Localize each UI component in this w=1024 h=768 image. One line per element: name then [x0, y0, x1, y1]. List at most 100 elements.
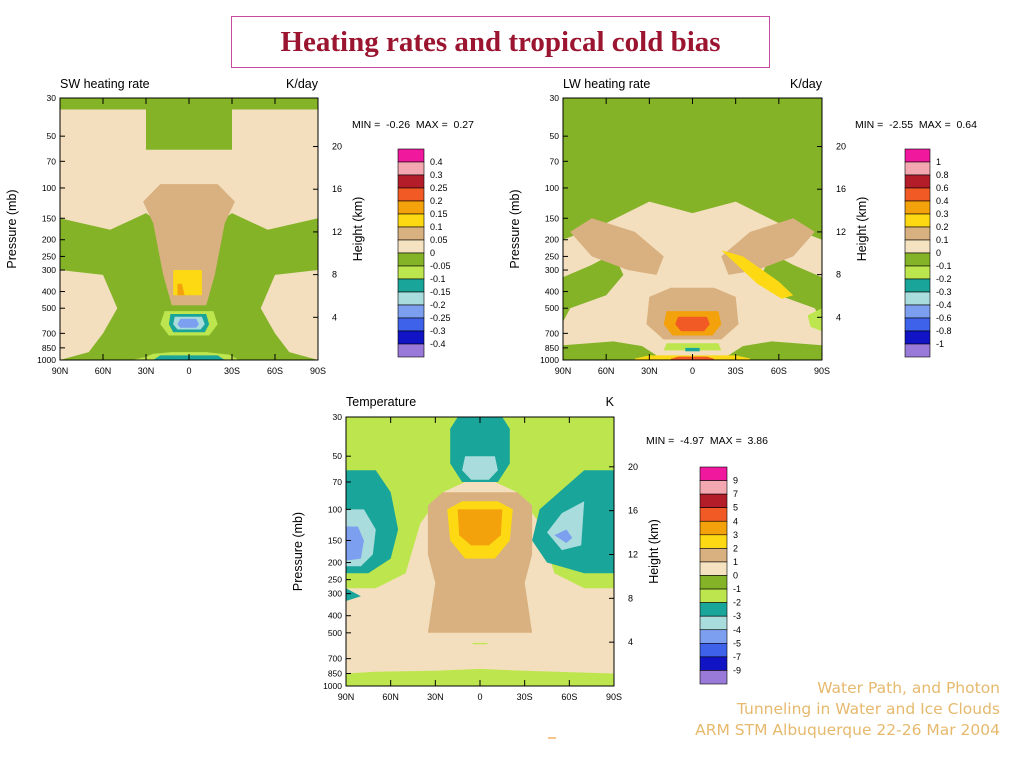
temp-contour-11 [457, 509, 503, 546]
sw-chart-title: SW heating rate [60, 77, 150, 91]
temperature-chart: Temperature K 90N 60N 30N 0 30S 60S 90S 30 50 70 100… [284, 388, 814, 718]
sw-xtick-label: 60N [95, 366, 112, 376]
sw-colorbar-swatch [397, 174, 425, 189]
temp-xtick-label: 60S [561, 692, 577, 702]
sw-ytick-label: 200 [42, 235, 56, 245]
temp-ytick-label: 850 [328, 669, 342, 679]
temp-units-label: K [606, 395, 615, 409]
lw-min-max-text: MIN = -2.55 MAX = 0.64 [855, 119, 977, 131]
lw-right-tick-label: 20 [836, 142, 846, 152]
sw-right-tick-label: 20 [332, 142, 342, 152]
lw-colorbar-label: -0.3 [936, 287, 952, 297]
lw-contour-4 [721, 341, 822, 360]
temp-ytick-label: 300 [328, 589, 342, 599]
lw-xtick-label: 0 [690, 366, 695, 376]
lw-contour-8 [721, 250, 794, 299]
lw-contour-0 [563, 98, 822, 240]
sw-heating-rate-svg: SW heating rate K/day 90N 60N 30N 0 30S 60S 90S 3… [5, 77, 474, 376]
lw-contour-12 [685, 347, 700, 352]
lw-colorbar-label: 0.4 [936, 196, 949, 206]
lw-ytick-label: 50 [550, 131, 560, 141]
sw-ytick-label: 300 [42, 265, 56, 275]
temp-colorbar-swatch [699, 575, 728, 590]
slide-title-box: Heating rates and tropical cold bias [231, 16, 770, 68]
sw-colorbar-swatch [397, 239, 425, 254]
temp-xtick-label: 0 [477, 692, 482, 702]
sw-colorbar-swatch [397, 200, 425, 215]
lw-colorbar-swatch [904, 213, 931, 228]
temp-ytick-label: 250 [328, 575, 342, 585]
sw-right-axis-label: Height (km) [351, 197, 365, 262]
lw-ytick-label: 150 [545, 213, 559, 223]
temp-chart-title: Temperature [346, 395, 416, 409]
lw-colorbar-label: -0.1 [936, 261, 952, 271]
sw-ytick-label: 850 [42, 343, 56, 353]
temp-colorbar-label: -5 [733, 638, 741, 648]
temp-colorbar-swatch [699, 480, 728, 495]
sw-colorbar-swatch [397, 148, 425, 163]
sw-ytick-label: 250 [42, 251, 56, 261]
lw-heating-rate-svg: LW heating rate K/day 90N 60N 30N 0 30S 60S 90S 3… [508, 77, 977, 376]
sw-ytick-label: 150 [42, 213, 56, 223]
temp-ytick-label: 100 [328, 504, 342, 514]
temp-contour-2 [462, 456, 498, 480]
temp-colorbar-swatch [699, 534, 728, 549]
sw-colorbar-label: -0.1 [430, 274, 446, 284]
sw-right-tick-label: 16 [332, 184, 342, 194]
temp-xtick-label: 90N [338, 692, 355, 702]
lw-ytick-label: 300 [545, 265, 559, 275]
temp-colorbar-label: 9 [733, 476, 738, 486]
lw-colorbar-swatch [904, 161, 931, 176]
sw-min-max-text: MIN = -0.26 MAX = 0.27 [352, 119, 474, 131]
slide-title: Heating rates and tropical cold bias [280, 26, 721, 58]
temp-colorbar-label: 7 [733, 489, 738, 499]
lw-colorbar-swatch [904, 226, 931, 241]
temp-ytick-label: 500 [328, 628, 342, 638]
sw-colorbar-swatch [397, 161, 425, 176]
sw-right-tick-label: 8 [332, 270, 337, 280]
lw-colorbar-swatch [904, 317, 931, 332]
lw-colorbar-label: 0.2 [936, 222, 949, 232]
lw-ytick-label: 30 [550, 93, 560, 103]
lw-xtick-label: 90N [555, 366, 572, 376]
lw-colorbar-label: -1 [936, 339, 944, 349]
sw-ytick-label: 70 [47, 156, 57, 166]
lw-contour-10 [675, 316, 710, 332]
sw-colorbar-swatch [397, 265, 425, 280]
sw-colorbar-label: 0.25 [430, 183, 448, 193]
temp-colorbar-label: -9 [733, 665, 741, 675]
sw-colorbar-swatch [397, 213, 425, 228]
temp-contour-13 [346, 588, 361, 601]
sw-xtick-label: 90N [52, 366, 69, 376]
temp-colorbar-label: -4 [733, 625, 741, 635]
lw-colorbar-swatch [904, 291, 931, 306]
lw-colorbar-label: 0 [936, 248, 941, 258]
temp-colorbar-label: -3 [733, 611, 741, 621]
footer-line-3: ARM STM Albuquerque 22-26 Mar 2004 [695, 721, 1000, 739]
sw-units-label: K/day [286, 77, 319, 91]
lw-ytick-label: 70 [550, 156, 560, 166]
lw-ytick-label: 400 [545, 287, 559, 297]
sw-colorbar-label: -0.2 [430, 300, 446, 310]
sw-colorbar-swatch [397, 317, 425, 332]
sw-ytick-label: 30 [47, 93, 57, 103]
footer-line-2: Tunneling in Water and Ice Clouds [736, 700, 1000, 718]
temp-right-tick-label: 12 [628, 549, 638, 559]
sw-colorbar-label: 0.05 [430, 235, 448, 245]
temp-colorbar-swatch [699, 507, 728, 522]
temp-contour-7 [547, 501, 585, 551]
sw-contour-fills [60, 98, 318, 360]
sw-right-tick-label: 4 [332, 312, 337, 322]
lw-contour-3 [563, 341, 664, 360]
temp-colorbar-swatch [699, 493, 728, 508]
temp-colorbar-swatch [699, 588, 728, 603]
sw-xtick-label: 30N [138, 366, 155, 376]
sw-y-axis-label: Pressure (mb) [5, 189, 19, 268]
temp-right-tick-label: 16 [628, 506, 638, 516]
temp-colorbar-label: 1 [733, 557, 738, 567]
sw-xtick-label: 90S [310, 366, 326, 376]
sw-ytick-label: 1000 [37, 355, 56, 365]
temp-ytick-label: 200 [328, 558, 342, 568]
lw-right-tick-label: 4 [836, 312, 841, 322]
temp-colorbar-swatch [699, 615, 728, 631]
